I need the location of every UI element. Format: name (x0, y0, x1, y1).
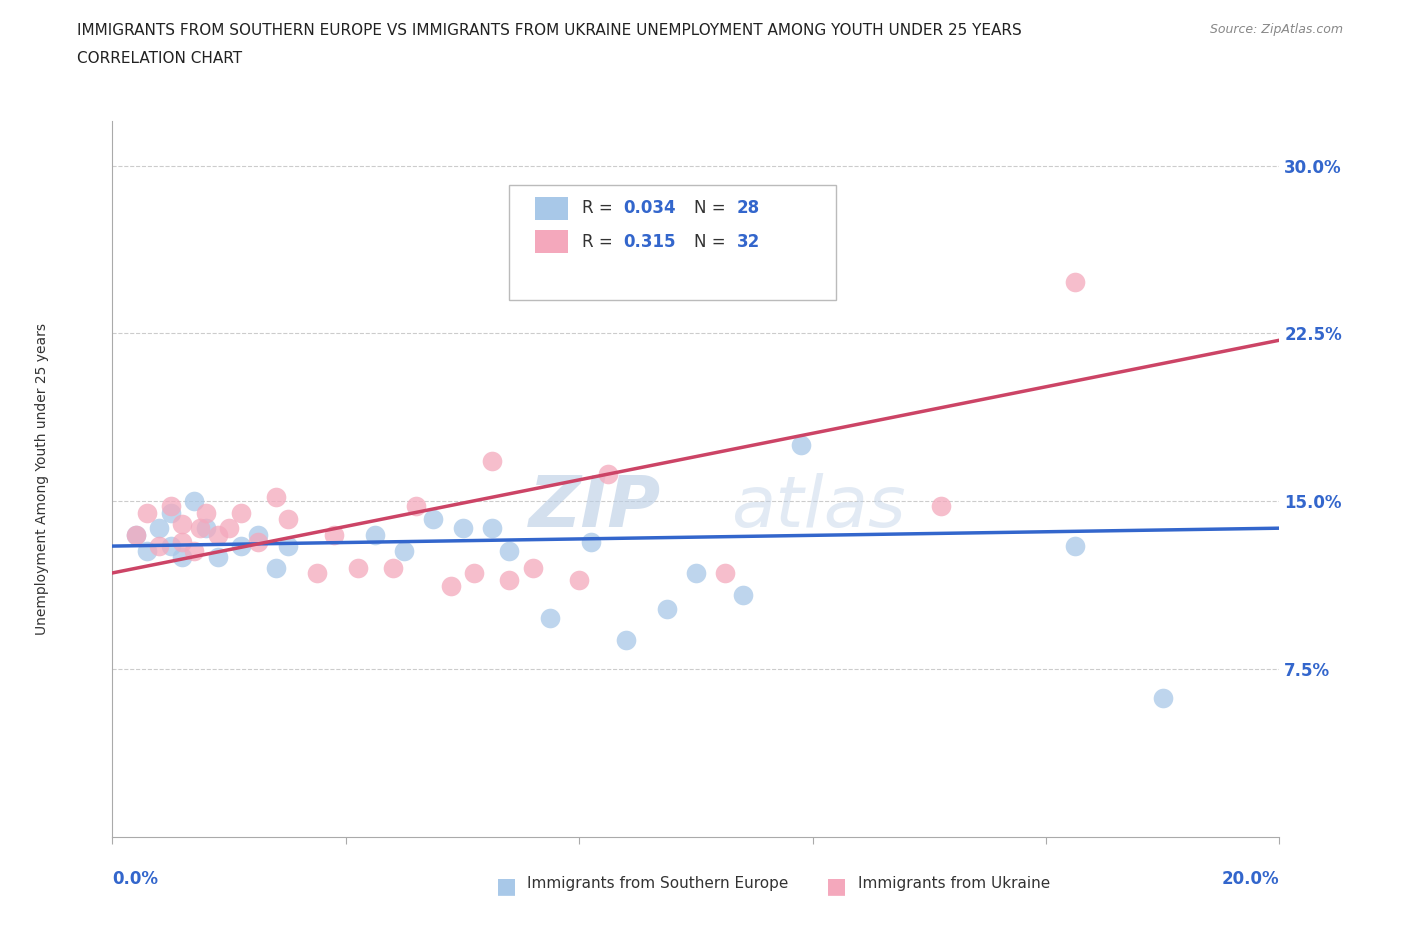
Text: N =: N = (693, 199, 731, 218)
Point (498, 572, 520, 587)
Point (207, 527, 229, 542)
Point (305, 565, 328, 580)
Point (614, 632, 637, 647)
Point (125, 527, 148, 542)
Text: Unemployment Among Youth under 25 years: Unemployment Among Youth under 25 years (35, 323, 49, 635)
Point (148, 538, 170, 553)
Text: 0.034: 0.034 (624, 199, 676, 218)
Point (264, 561, 287, 576)
Point (929, 498, 952, 513)
Point (229, 505, 252, 520)
Text: Immigrants from Southern Europe: Immigrants from Southern Europe (527, 876, 789, 891)
Text: 0.315: 0.315 (624, 232, 676, 251)
Text: atlas: atlas (731, 473, 905, 542)
Point (218, 521, 240, 536)
Bar (534, 231, 568, 253)
Point (451, 521, 474, 536)
Point (364, 527, 387, 542)
Bar (534, 197, 568, 219)
Point (498, 543, 520, 558)
Text: Immigrants from Ukraine: Immigrants from Ukraine (858, 876, 1050, 891)
Point (160, 538, 183, 553)
Point (1152, 691, 1174, 706)
Point (714, 565, 737, 580)
Point (1064, 538, 1087, 553)
Point (276, 538, 298, 553)
Point (394, 543, 416, 558)
Point (568, 572, 591, 587)
Point (685, 220, 707, 235)
Point (160, 505, 183, 520)
Point (160, 498, 183, 513)
Text: N =: N = (693, 232, 731, 251)
Text: 28: 28 (737, 199, 759, 218)
Point (194, 505, 217, 520)
Text: ■: ■ (496, 876, 516, 897)
Point (276, 512, 298, 526)
Point (125, 527, 148, 542)
Text: 32: 32 (737, 232, 761, 251)
Point (194, 521, 217, 536)
Text: ■: ■ (827, 876, 846, 897)
Point (481, 521, 503, 536)
Text: R =: R = (582, 199, 617, 218)
Text: R =: R = (582, 232, 617, 251)
Point (579, 534, 602, 549)
Text: IMMIGRANTS FROM SOUTHERN EUROPE VS IMMIGRANTS FROM UKRAINE UNEMPLOYMENT AMONG YO: IMMIGRANTS FROM SOUTHERN EUROPE VS IMMIG… (77, 23, 1022, 38)
Point (1064, 274, 1087, 289)
Point (172, 550, 194, 565)
FancyBboxPatch shape (509, 185, 837, 300)
Point (655, 220, 678, 235)
Point (538, 610, 561, 625)
Point (247, 527, 270, 542)
Point (172, 534, 194, 549)
Point (422, 512, 444, 526)
Point (148, 521, 170, 536)
Point (207, 550, 229, 565)
Point (481, 454, 503, 469)
Point (655, 602, 678, 617)
Point (183, 494, 205, 509)
Text: 20.0%: 20.0% (1222, 870, 1279, 887)
Text: 0.0%: 0.0% (112, 870, 159, 887)
Point (405, 498, 427, 513)
Point (172, 516, 194, 531)
Point (440, 578, 463, 594)
Point (790, 438, 813, 453)
Point (463, 565, 485, 580)
Text: Source: ZipAtlas.com: Source: ZipAtlas.com (1209, 23, 1343, 36)
Point (183, 543, 205, 558)
Text: CORRELATION CHART: CORRELATION CHART (77, 51, 242, 66)
Point (685, 565, 707, 580)
Point (323, 527, 346, 542)
Point (136, 543, 159, 558)
Point (598, 467, 620, 482)
Point (247, 534, 270, 549)
Text: ZIP: ZIP (529, 473, 661, 542)
Point (346, 561, 368, 576)
Point (229, 538, 252, 553)
Point (136, 505, 159, 520)
Point (731, 588, 754, 603)
Point (264, 489, 287, 504)
Point (188, 521, 211, 536)
Point (522, 561, 544, 576)
Point (381, 561, 404, 576)
